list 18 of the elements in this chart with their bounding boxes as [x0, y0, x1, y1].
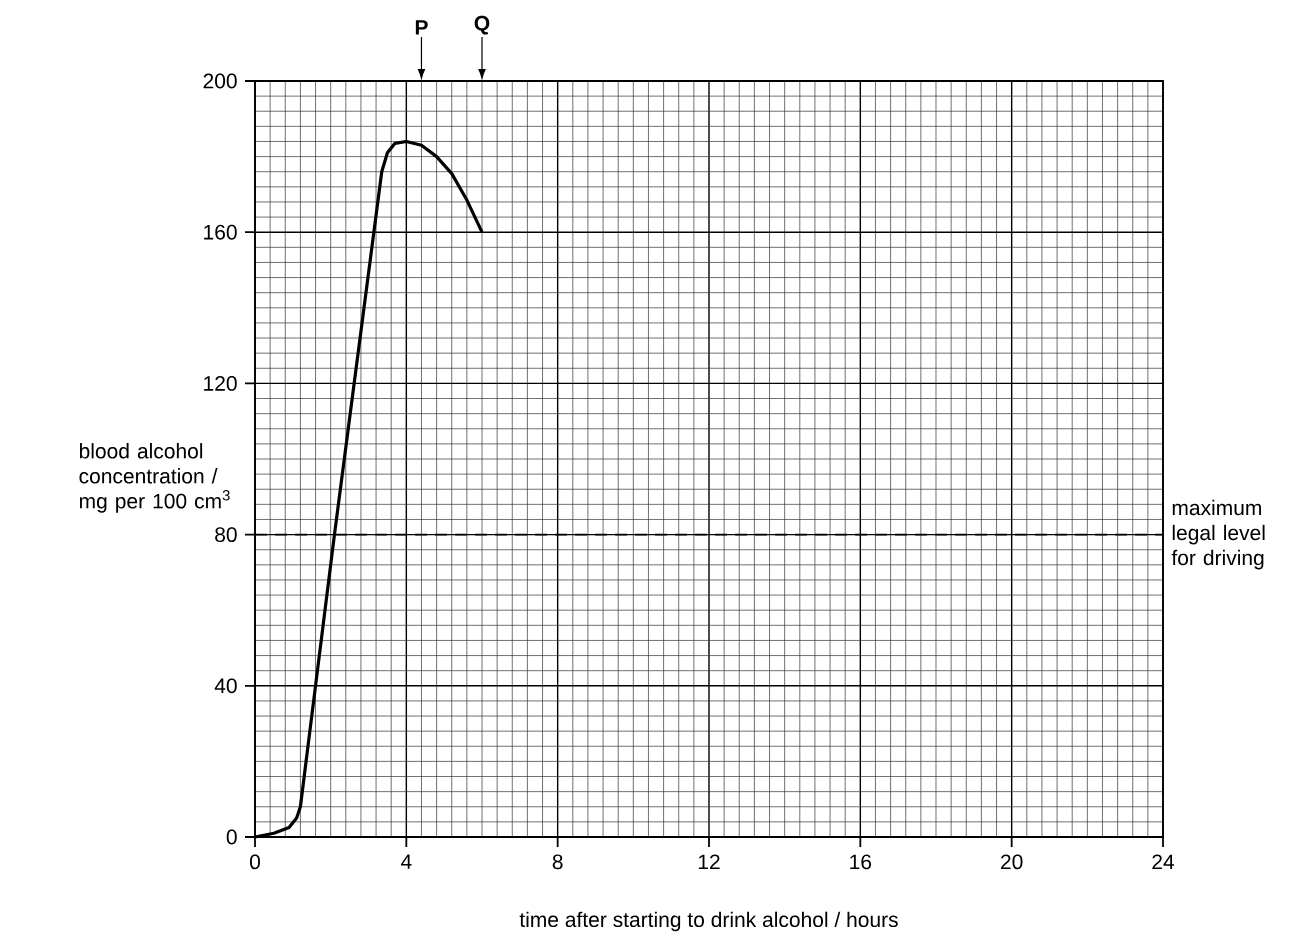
x-tick-label: 8 [552, 854, 563, 870]
x-tick-label: 16 [850, 854, 872, 870]
y-axis-title: blood alcohol concentration / mg per 100 cm$^{3}$ [79, 443, 230, 513]
x-tick-label: 24 [1152, 854, 1175, 869]
x-tick-label: 20 [1001, 854, 1023, 870]
y-tick-label: 120 [204, 375, 237, 391]
y-tick-label: 80 [215, 527, 237, 542]
y-tick-label: 40 [214, 678, 237, 694]
x-axis-title: time after starting to drink alcohol / hours [519, 911, 898, 932]
y-tick-label: 200 [203, 73, 237, 89]
ref-line-label: P [415, 20, 428, 35]
ref-line-label: Q [474, 15, 490, 35]
ref-line-label: maximum legal level for driving [1171, 499, 1265, 570]
x-tick-label: 12 [698, 854, 720, 869]
y-tick-label: 160 [204, 224, 237, 240]
x-tick-label: 4 [400, 854, 412, 869]
y-tick-label: 0 [226, 829, 237, 845]
x-tick-label: 0 [249, 854, 261, 870]
